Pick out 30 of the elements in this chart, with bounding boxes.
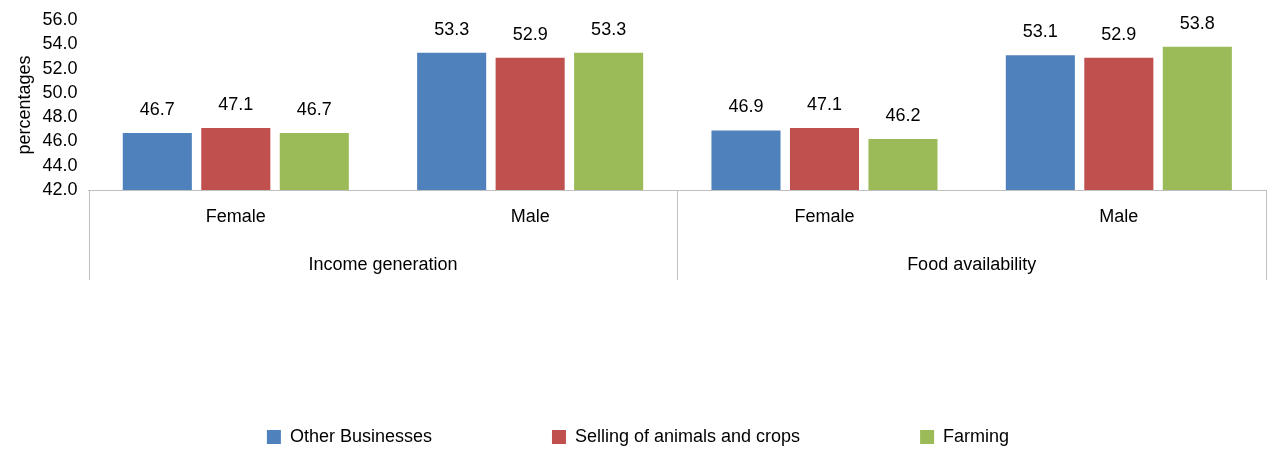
legend-label: Farming [943,425,1010,446]
data-label: 46.7 [296,98,332,119]
data-label: 46.2 [885,104,921,125]
y-tick-label: 46.0 [42,130,78,151]
legend-label: Selling of animals and crops [574,425,801,446]
data-label: 46.9 [728,96,764,117]
x-tick-label: Female [205,205,266,226]
data-label: 52.9 [512,23,548,44]
data-label: 46.7 [139,98,175,119]
data-label: 53.3 [434,18,470,39]
y-tick-label: 50.0 [42,81,78,102]
y-tick-label: 42.0 [42,178,78,199]
legend-label: Other Businesses [289,425,432,446]
y-tick-label: 56.0 [42,8,78,29]
x-tick-label: Male [510,205,550,226]
x-tick-label: Male [1099,205,1139,226]
y-tick-label: 44.0 [42,154,78,175]
data-label: 47.1 [218,94,254,115]
data-label: 53.3 [591,18,627,39]
text: Income generation [308,253,458,274]
data-label: 53.8 [1179,12,1215,33]
data-label: 47.1 [806,94,843,115]
data-label: 52.9 [1101,23,1137,44]
x-tick-label: Female [794,205,855,226]
y-tick-label: 48.0 [42,106,78,127]
data-label: 53.1 [1022,21,1058,42]
text: Food availability [907,253,1037,274]
y-tick-label: 54.0 [42,33,78,54]
y-axis-title: percentages [13,55,34,155]
y-tick-label: 52.0 [42,57,78,78]
